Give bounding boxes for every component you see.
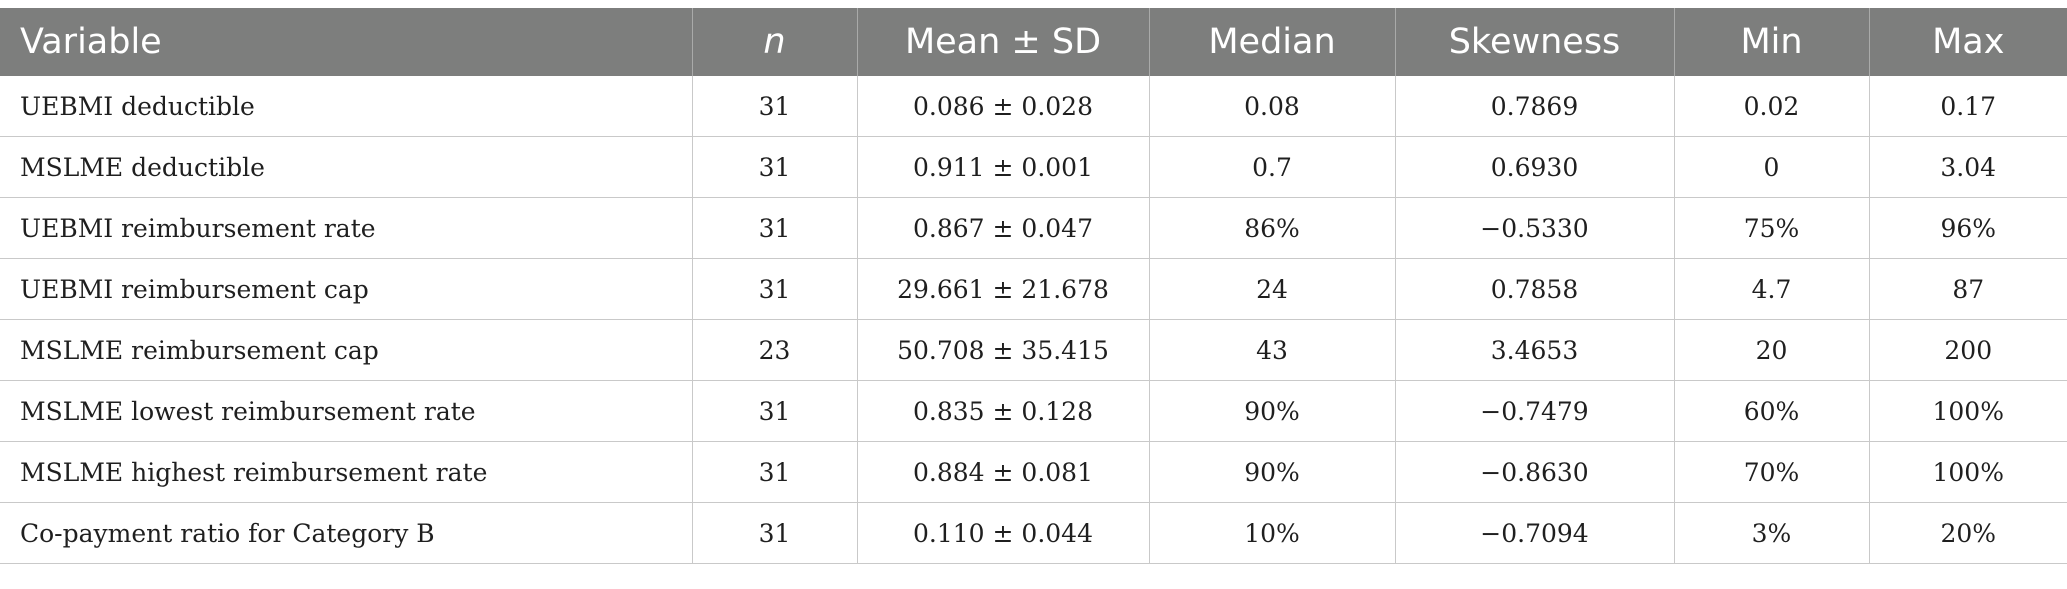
- cell-max: 100%: [1869, 380, 2067, 442]
- cell-n: 31: [692, 76, 858, 137]
- cell-max: 0.17: [1869, 76, 2067, 137]
- cell-min: 0.02: [1674, 76, 1870, 137]
- cell-variable: MSLME highest reimbursement rate: [0, 441, 693, 503]
- table-row: MSLME highest reimbursement rate 31 0.88…: [0, 441, 2067, 503]
- cell-mean-sd: 0.884 ± 0.081: [857, 441, 1150, 503]
- header-median: Median: [1149, 8, 1396, 76]
- cell-skewness: 0.7869: [1395, 76, 1675, 137]
- cell-median: 43: [1149, 319, 1396, 381]
- statistics-table-container: Variable n Mean ± SD Median Skewness Min…: [0, 8, 2067, 564]
- cell-variable: UEBMI reimbursement rate: [0, 197, 693, 259]
- header-row: Variable n Mean ± SD Median Skewness Min…: [0, 8, 2067, 76]
- table-header: Variable n Mean ± SD Median Skewness Min…: [0, 8, 2067, 76]
- cell-min: 70%: [1674, 441, 1870, 503]
- cell-min: 4.7: [1674, 258, 1870, 320]
- cell-median: 86%: [1149, 197, 1396, 259]
- cell-mean-sd: 0.110 ± 0.044: [857, 502, 1150, 564]
- cell-variable: MSLME reimbursement cap: [0, 319, 693, 381]
- header-variable: Variable: [0, 8, 693, 76]
- header-min: Min: [1674, 8, 1870, 76]
- cell-variable: UEBMI deductible: [0, 76, 693, 137]
- cell-mean-sd: 29.661 ± 21.678: [857, 258, 1150, 320]
- cell-mean-sd: 0.911 ± 0.001: [857, 136, 1150, 198]
- cell-mean-sd: 0.867 ± 0.047: [857, 197, 1150, 259]
- table-row: Co-payment ratio for Category B 31 0.110…: [0, 502, 2067, 564]
- cell-n: 31: [692, 136, 858, 198]
- cell-max: 3.04: [1869, 136, 2067, 198]
- table-row: MSLME deductible 31 0.911 ± 0.001 0.7 0.…: [0, 136, 2067, 198]
- cell-max: 20%: [1869, 502, 2067, 564]
- cell-min: 0: [1674, 136, 1870, 198]
- descriptive-statistics-table: Variable n Mean ± SD Median Skewness Min…: [0, 8, 2067, 564]
- cell-variable: MSLME lowest reimbursement rate: [0, 380, 693, 442]
- cell-variable: Co-payment ratio for Category B: [0, 502, 693, 564]
- cell-mean-sd: 50.708 ± 35.415: [857, 319, 1150, 381]
- cell-skewness: 3.4653: [1395, 319, 1675, 381]
- cell-skewness: −0.7479: [1395, 380, 1675, 442]
- cell-median: 0.7: [1149, 136, 1396, 198]
- header-n: n: [692, 8, 858, 76]
- cell-n: 31: [692, 502, 858, 564]
- cell-mean-sd: 0.835 ± 0.128: [857, 380, 1150, 442]
- cell-skewness: −0.5330: [1395, 197, 1675, 259]
- cell-min: 75%: [1674, 197, 1870, 259]
- cell-skewness: 0.6930: [1395, 136, 1675, 198]
- table-body: UEBMI deductible 31 0.086 ± 0.028 0.08 0…: [0, 76, 2067, 564]
- cell-mean-sd: 0.086 ± 0.028: [857, 76, 1150, 137]
- cell-median: 24: [1149, 258, 1396, 320]
- cell-min: 3%: [1674, 502, 1870, 564]
- table-row: UEBMI deductible 31 0.086 ± 0.028 0.08 0…: [0, 76, 2067, 137]
- header-max: Max: [1869, 8, 2067, 76]
- cell-max: 200: [1869, 319, 2067, 381]
- cell-median: 0.08: [1149, 76, 1396, 137]
- cell-n: 31: [692, 197, 858, 259]
- cell-max: 96%: [1869, 197, 2067, 259]
- table-row: MSLME reimbursement cap 23 50.708 ± 35.4…: [0, 319, 2067, 381]
- cell-skewness: −0.7094: [1395, 502, 1675, 564]
- cell-variable: UEBMI reimbursement cap: [0, 258, 693, 320]
- header-skewness: Skewness: [1395, 8, 1675, 76]
- cell-n: 23: [692, 319, 858, 381]
- cell-variable: MSLME deductible: [0, 136, 693, 198]
- cell-skewness: 0.7858: [1395, 258, 1675, 320]
- cell-median: 10%: [1149, 502, 1396, 564]
- cell-max: 87: [1869, 258, 2067, 320]
- cell-n: 31: [692, 258, 858, 320]
- cell-n: 31: [692, 441, 858, 503]
- table-row: UEBMI reimbursement cap 31 29.661 ± 21.6…: [0, 258, 2067, 320]
- cell-skewness: −0.8630: [1395, 441, 1675, 503]
- table-row: UEBMI reimbursement rate 31 0.867 ± 0.04…: [0, 197, 2067, 259]
- table-row: MSLME lowest reimbursement rate 31 0.835…: [0, 380, 2067, 442]
- cell-min: 20: [1674, 319, 1870, 381]
- cell-max: 100%: [1869, 441, 2067, 503]
- header-mean-sd: Mean ± SD: [857, 8, 1150, 76]
- cell-median: 90%: [1149, 380, 1396, 442]
- cell-n: 31: [692, 380, 858, 442]
- cell-min: 60%: [1674, 380, 1870, 442]
- cell-median: 90%: [1149, 441, 1396, 503]
